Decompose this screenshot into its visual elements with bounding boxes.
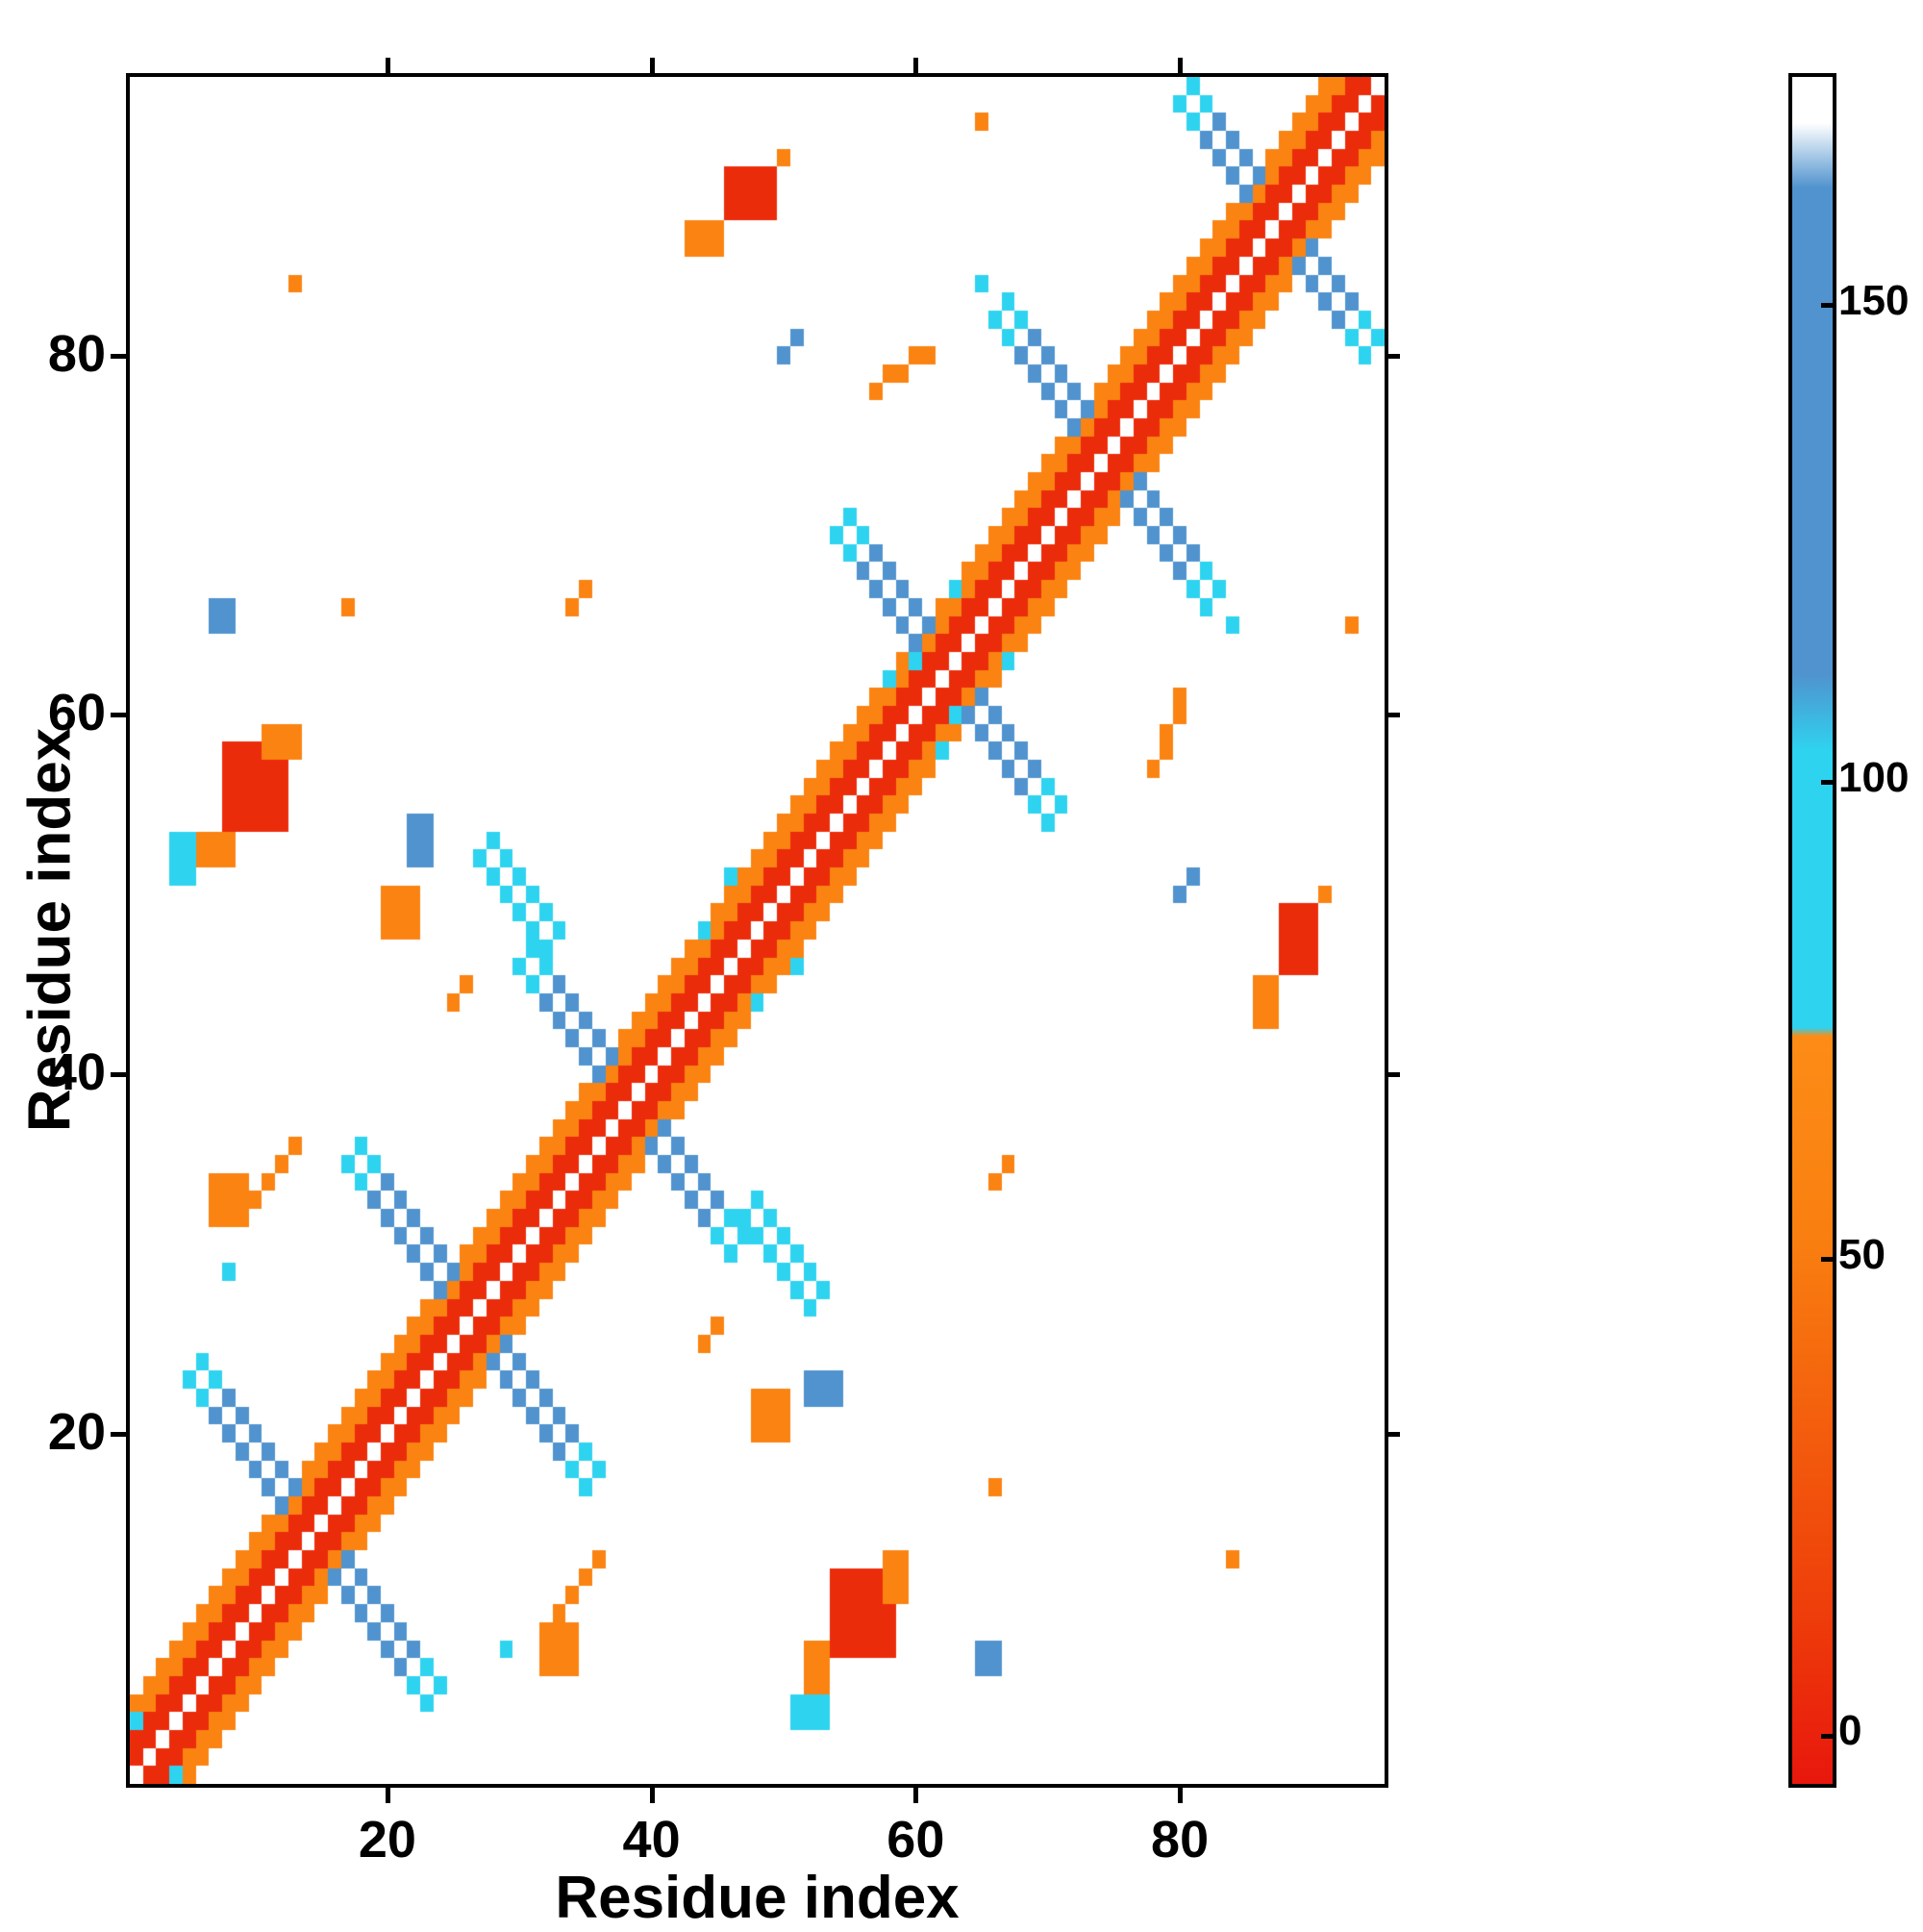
- y-tick-label: 80: [47, 324, 106, 383]
- colorbar-tick-mark: [1821, 303, 1836, 309]
- x-tick-mark-top: [385, 58, 390, 73]
- x-tick-mark-top: [913, 58, 919, 73]
- y-tick-label: 40: [47, 1042, 106, 1101]
- y-tick-mark: [111, 353, 126, 359]
- x-tick-mark: [1178, 1788, 1184, 1803]
- colorbar-tick-label: 0: [1838, 1707, 1862, 1755]
- colorbar-tick-mark: [1821, 780, 1836, 786]
- x-tick-mark: [385, 1788, 390, 1803]
- y-tick-mark: [111, 1071, 126, 1077]
- y-tick-mark-right: [1385, 1431, 1400, 1437]
- heatmap-canvas: [130, 77, 1385, 1784]
- x-tick-label: 60: [887, 1811, 945, 1869]
- y-tick-mark: [111, 1431, 126, 1437]
- y-tick-mark: [111, 713, 126, 718]
- heatmap-plot-frame: [126, 73, 1388, 1788]
- y-tick-mark-right: [1385, 353, 1400, 359]
- colorbar-tick-mark: [1821, 1257, 1836, 1263]
- x-tick-label: 80: [1151, 1811, 1210, 1869]
- x-tick-mark-top: [649, 58, 655, 73]
- y-tick-label: 60: [47, 684, 106, 742]
- colorbar-tick-mark: [1821, 1733, 1836, 1739]
- x-axis-label: Residue index: [555, 1865, 960, 1931]
- colorbar-tick-label: 50: [1838, 1230, 1886, 1278]
- y-tick-mark-right: [1385, 713, 1400, 718]
- colorbar-tick-label: 100: [1838, 753, 1910, 801]
- y-tick-label: 20: [47, 1402, 106, 1461]
- colorbar: [1788, 73, 1836, 1788]
- x-tick-mark: [913, 1788, 919, 1803]
- y-tick-mark-right: [1385, 1071, 1400, 1077]
- x-tick-label: 40: [622, 1811, 681, 1869]
- x-tick-mark-top: [1178, 58, 1184, 73]
- x-tick-label: 20: [358, 1811, 416, 1869]
- colorbar-tick-label: 150: [1838, 276, 1910, 324]
- x-tick-mark: [649, 1788, 655, 1803]
